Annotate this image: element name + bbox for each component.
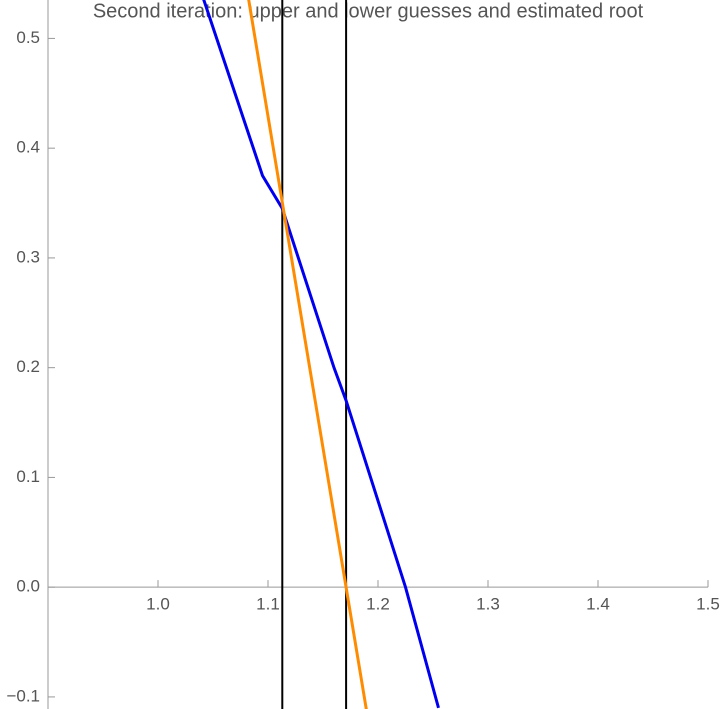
y-tick-label: 0.1 <box>16 467 40 486</box>
x-tick-label: 1.4 <box>586 595 610 614</box>
series-line <box>247 0 368 709</box>
x-tick-label: 1.0 <box>146 595 170 614</box>
x-tick-label: 1.2 <box>366 595 390 614</box>
series-line <box>202 0 440 709</box>
chart-title: Second iteration: upper and lower guesse… <box>93 0 644 22</box>
y-tick-label: 0.0 <box>16 577 40 596</box>
x-tick-label: 1.3 <box>476 595 500 614</box>
y-tick-label: −0.1 <box>6 686 40 705</box>
y-tick-label: 0.4 <box>16 138 40 157</box>
plot-area <box>202 0 440 709</box>
x-tick-label: 1.1 <box>256 595 280 614</box>
x-tick-label: 1.5 <box>696 595 720 614</box>
y-tick-label: 0.5 <box>16 28 40 47</box>
y-tick-label: 0.3 <box>16 247 40 266</box>
y-tick-label: 0.2 <box>16 357 40 376</box>
